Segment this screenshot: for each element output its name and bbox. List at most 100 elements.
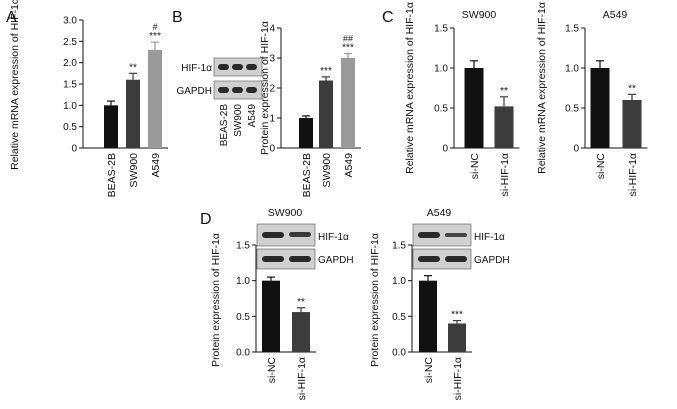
x-category-label: SW900 [128,153,140,188]
y-tick-label: 1.0 [236,276,250,287]
chart-a: 0 0.5 1.0 1.5 2.0 2.5 3.0 Relative mRNA express… [9,0,168,197]
bar [126,79,140,148]
y-axis-label: Relative mRNA expression of HIF-1α [536,2,548,174]
blot-b-strip-gapdh [213,80,263,100]
x-category-label: si-NC [266,357,278,384]
y-tick-label: 1.5 [434,24,448,35]
significance-label: *** [342,43,354,54]
bar [299,118,313,148]
x-category-label: si-HIF-1α [627,153,639,196]
y-axis-label: Protein expression of HIF-1α [210,233,222,367]
blot-d1-label-gapdh: GAPDH [318,255,354,266]
x-category-label: si-NC [469,153,481,180]
bar [104,105,118,148]
y-tick-label: 1.0 [434,64,448,75]
y-tick-label: 0 [442,144,448,155]
blot-band [445,256,467,262]
blot-d2-strip-gapdh [412,248,472,270]
x-category-label: si-HIF-1α [499,153,511,196]
blot-b-lane-a549: A549 [247,104,258,128]
significance-label: *** [320,66,332,77]
y-tick-label: 0.5 [236,312,250,323]
x-category-label: si-HIF-1α [296,357,308,400]
y-tick-label: 1.5 [63,80,77,91]
bar [419,280,437,352]
y-tick-label: 2 [269,84,275,95]
western-blot-b: HIF-1α GAPDH BEAS-2B SW900 A549 [176,57,263,147]
y-axis-label: Relative mRNA expression of HIF-1α [404,2,416,174]
blot-band [289,232,311,237]
bar [319,80,333,148]
blot-band [262,232,284,238]
y-tick-label: 1.5 [565,24,579,35]
y-tick-label: 0.0 [236,348,250,359]
y-tick-label: 1.5 [236,241,250,252]
panel-label-c: C [382,9,394,26]
y-axis-label: Relative mRNA expression of HIF-1α [9,0,21,170]
bar [622,100,642,148]
blot-d2-label-hif: HIF-1α [474,232,505,243]
blot-band [232,64,243,70]
x-category-label: si-HIF-1α [452,357,464,400]
blot-band [232,87,243,93]
bar [448,323,466,352]
y-tick-label: 1.0 [63,101,77,112]
blot-band [218,64,229,70]
y-tick-label: 0 [269,144,275,155]
blot-band [218,87,229,93]
bar [494,106,514,148]
significance-label: ** [129,62,137,73]
chart-title: A549 [427,207,452,219]
blot-band [262,256,284,262]
blot-b-label-hif: HIF-1α [181,63,212,74]
bar [148,49,162,148]
blot-band [418,232,440,238]
chart-d-a549: 0.0 0.5 1.0 1.5 Protein expression of HIF-1α… [369,207,472,400]
y-tick-label: 2.5 [63,37,77,48]
blot-d2-strip-hif [412,223,472,247]
blot-d2-label-gapdh: GAPDH [474,255,510,266]
y-tick-label: 4 [269,24,275,35]
blot-b-lane-sw900: SW900 [233,104,244,137]
blot-band [246,87,257,93]
chart-title: SW900 [462,9,497,21]
y-tick-label: 0 [71,144,77,155]
y-axis-label: Protein expression of HIF-1α [369,233,381,367]
blot-band [418,256,440,262]
x-category-label: SW900 [321,153,333,188]
x-category-label: A549 [150,153,162,178]
x-category-label: si-NC [595,153,607,180]
y-tick-label: 1.0 [565,64,579,75]
bar [590,68,610,148]
western-blot-d-a549: HIF-1α GAPDH [412,223,510,270]
blot-b-strip-hif [213,57,263,77]
panel-label-a: A [6,9,17,26]
y-tick-label: 3 [269,54,275,65]
y-axis-label: Protein expression of HIF-1α [259,21,271,155]
significance-label-secondary: ## [343,34,353,44]
y-tick-label: 1 [269,114,275,125]
blot-band [289,256,311,262]
blot-b-lane-beas2b: BEAS-2B [219,104,230,147]
x-category-label: BEAS-2B [106,153,118,197]
panel-label-b: B [172,9,183,26]
significance-label: ** [628,83,636,94]
y-tick-label: 1.0 [392,276,406,287]
chart-title: A549 [603,9,628,21]
chart-title: SW900 [268,207,303,219]
blot-band [445,233,467,237]
significance-label-secondary: # [152,22,157,32]
x-category-label: BEAS-2B [301,153,313,197]
chart-c-a549: 0 0.5 1.0 1.5 Relative mRNA expression of HI… [536,2,648,196]
significance-label: *** [451,310,463,321]
blot-band [246,64,257,70]
bar [464,68,484,148]
blot-d1-strip-gapdh [256,248,316,270]
x-category-label: si-NC [423,357,435,384]
y-tick-label: 0.5 [434,104,448,115]
blot-d1-label-hif: HIF-1α [318,232,349,243]
bar [341,58,355,148]
chart-c-sw900: 0 0.5 1.0 1.5 Relative mRNA expression of HI… [404,2,520,196]
significance-label: ** [500,86,508,97]
